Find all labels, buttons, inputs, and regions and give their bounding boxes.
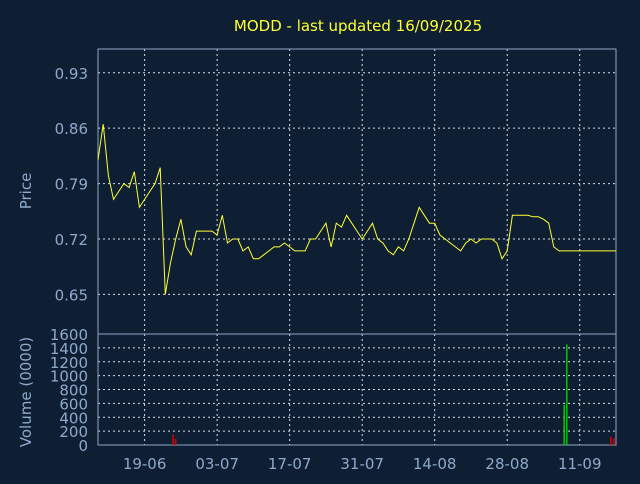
volume-y-tick-label: 200 <box>59 423 88 441</box>
volume-y-tick-label: 0 <box>78 437 88 455</box>
price-y-ticks: 0.93 0.86 0.79 0.72 0.65 <box>55 65 88 305</box>
volume-y-tick-label: 800 <box>59 382 88 400</box>
x-tick-label: 31-07 <box>340 455 384 473</box>
volume-panel-frame <box>97 333 617 446</box>
volume-y-tick-label: 600 <box>59 395 88 413</box>
volume-y-tick-label: 1400 <box>50 340 88 358</box>
volume-y-tick-label: 1600 <box>50 326 88 344</box>
volume-bars <box>172 344 615 445</box>
x-axis-ticks: 19-06 03-07 17-07 31-07 14-08 28-08 11-09 <box>123 455 602 473</box>
price-y-tick-label: 0.79 <box>55 176 88 194</box>
x-tick-label: 14-08 <box>413 455 457 473</box>
price-y-tick-label: 0.93 <box>55 65 88 83</box>
x-tick-label: 03-07 <box>195 455 239 473</box>
x-tick-label: 11-09 <box>558 455 602 473</box>
volume-gridlines <box>98 334 616 445</box>
price-y-tick-label: 0.72 <box>55 231 88 249</box>
volume-axis-label: Volume (0000) <box>17 337 35 447</box>
price-y-tick-label: 0.65 <box>55 286 88 304</box>
price-axis-label: Price <box>17 173 35 210</box>
volume-y-tick-label: 400 <box>59 409 88 427</box>
volume-y-tick-label: 1000 <box>50 368 88 386</box>
x-tick-label: 28-08 <box>485 455 529 473</box>
price-y-tick-label: 0.86 <box>55 120 88 138</box>
chart-title: MODD - last updated 16/09/2025 <box>234 17 482 35</box>
x-tick-label: 17-07 <box>268 455 312 473</box>
volume-y-tick-label: 1200 <box>50 354 88 372</box>
x-tick-label: 19-06 <box>123 455 167 473</box>
price-line <box>97 124 616 295</box>
